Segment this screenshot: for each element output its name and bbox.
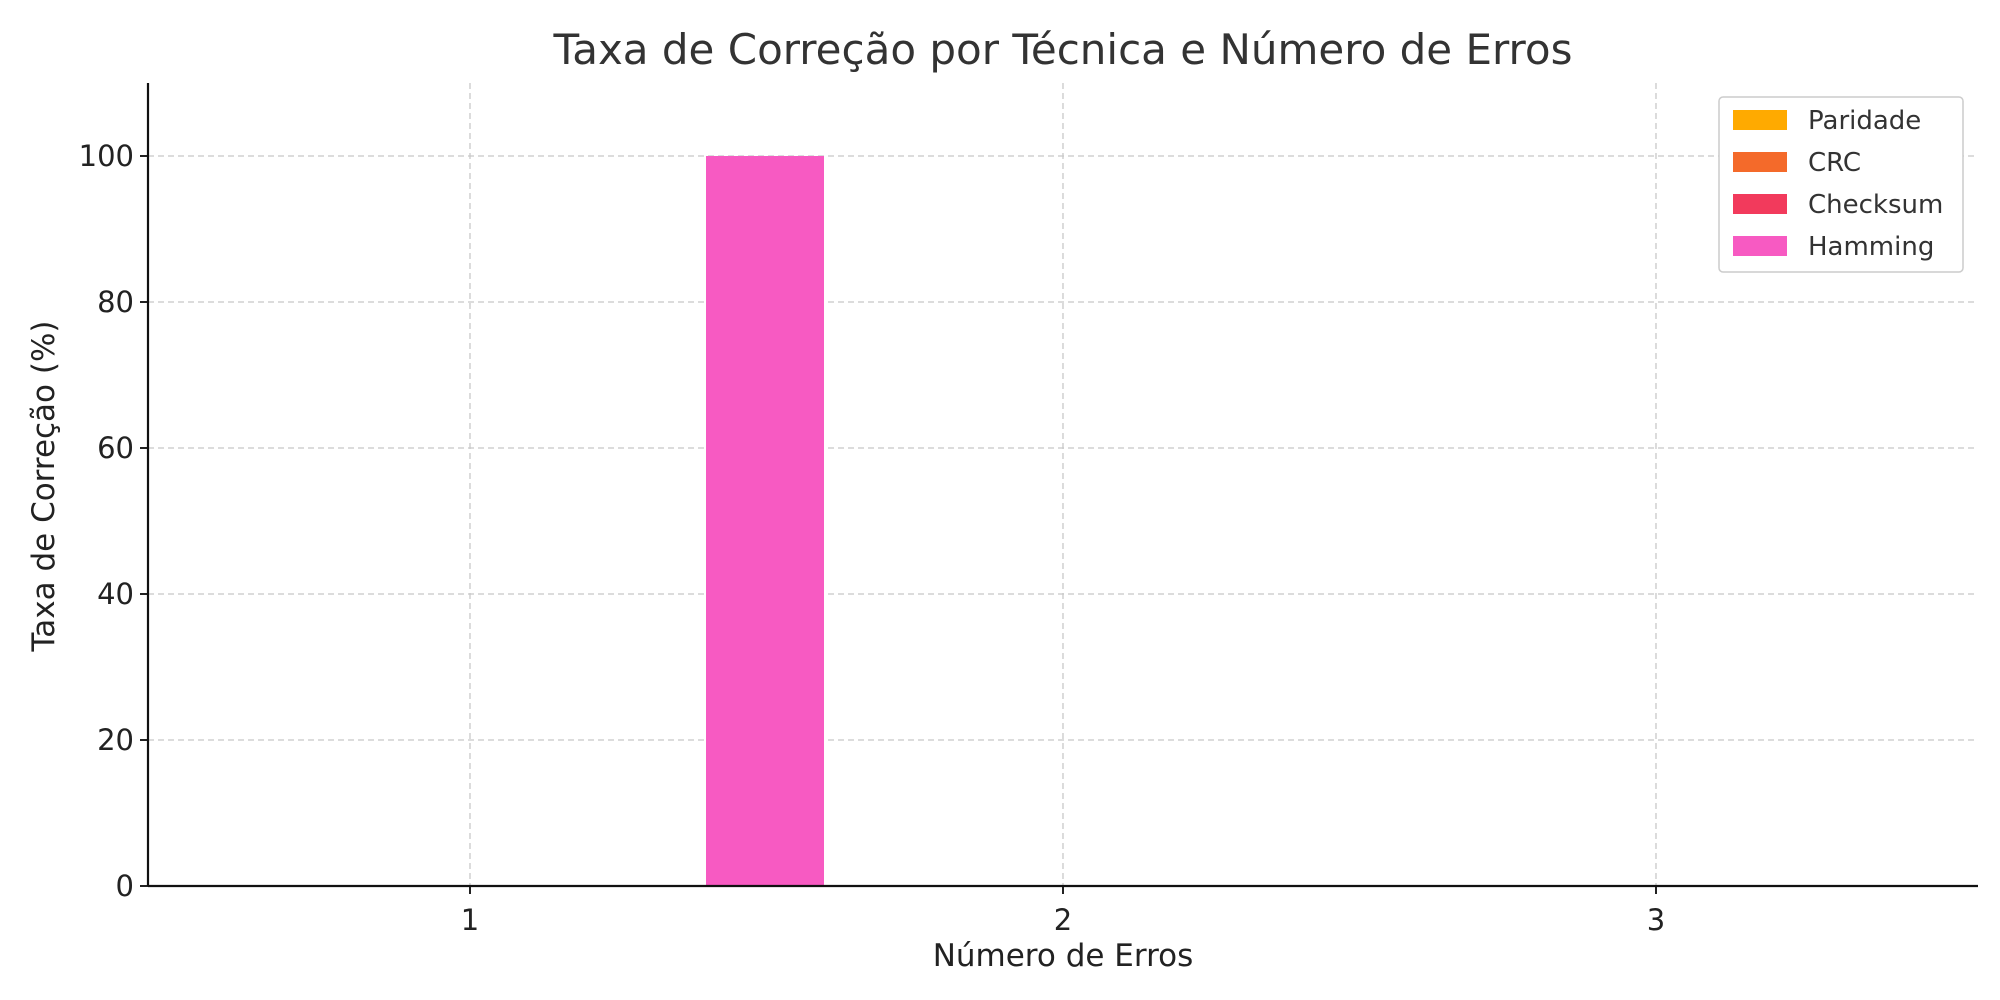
bars [706,156,824,886]
legend-box [1718,96,1964,273]
legend-label-crc: CRC [1808,148,1861,178]
legend-swatch-paridade [1733,110,1787,130]
tick-labels: 0 20 40 60 80 100 1 2 3 [79,139,1666,937]
y-tick-label: 60 [97,431,134,465]
legend-swatch-checksum [1733,194,1787,214]
legend-swatch-crc [1733,152,1787,172]
x-tick-label: 3 [1647,903,1665,937]
chart-title: Taxa de Correção por Técnica e Número de… [553,25,1573,74]
y-tick-label: 80 [97,285,134,319]
bar-hamming-1 [706,156,824,886]
legend-swatch-hamming [1733,236,1787,256]
y-tick-label: 100 [79,139,134,173]
legend-label-paridade: Paridade [1808,106,1921,136]
y-tick-label: 40 [97,577,134,611]
legend-label-hamming: Hamming [1808,232,1934,262]
y-tick-label: 0 [116,869,134,903]
x-tick-label: 2 [1054,903,1072,937]
legend-label-checksum: Checksum [1808,190,1943,220]
legend: Paridade CRC Checksum Hamming [1718,96,1964,273]
grid-lines [148,83,1978,886]
x-tick-label: 1 [461,903,479,937]
y-tick-label: 20 [97,723,134,757]
x-axis-label: Número de Erros [933,938,1194,974]
y-axis-label: Taxa de Correção (%) [26,320,62,652]
axes [140,83,1978,894]
